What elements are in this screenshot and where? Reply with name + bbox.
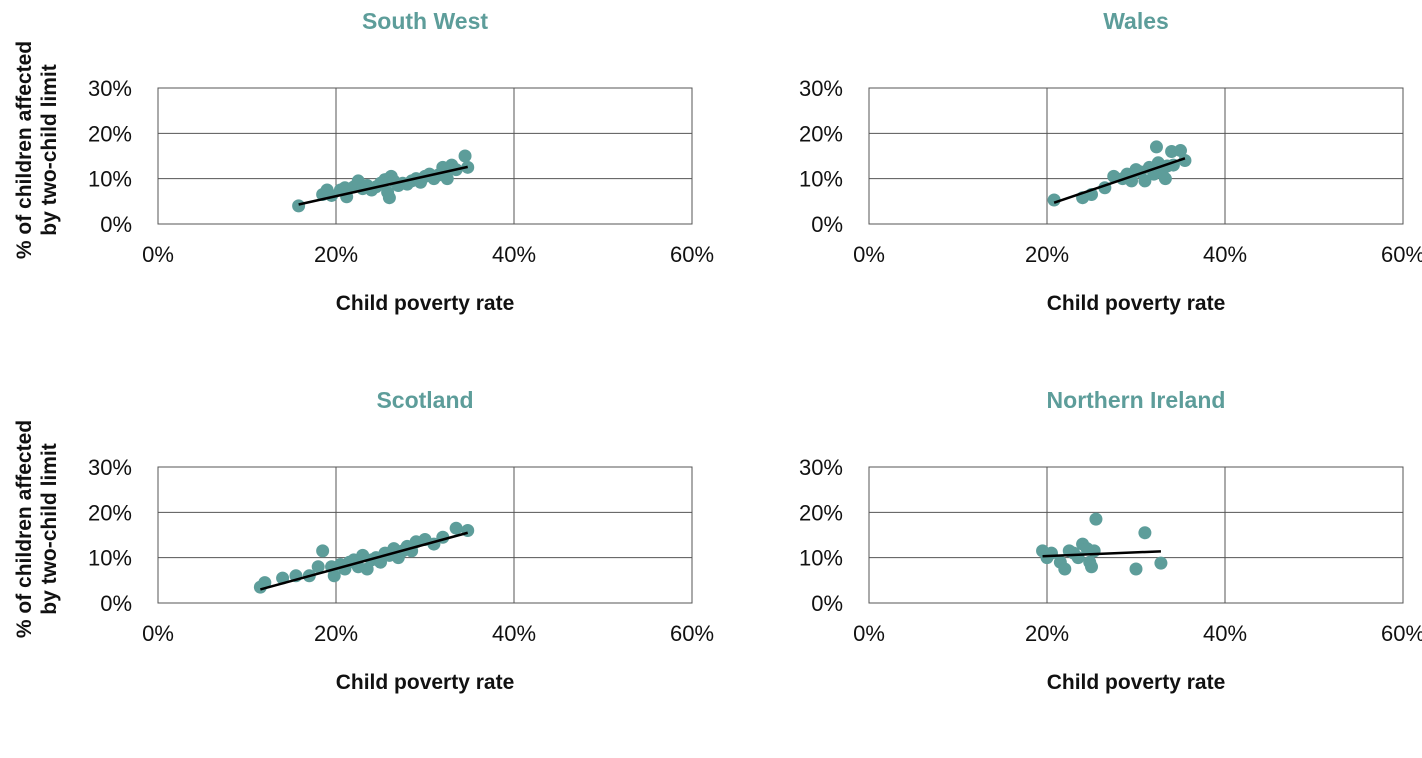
y-tick-label: 30% (88, 76, 132, 101)
trendline (298, 165, 468, 206)
scatter-plot: 0% 10% 20% 30% 0% 20% 40% 60% Child poverty rate (799, 76, 1422, 315)
y-tick-label: 0% (100, 591, 132, 616)
data-point (316, 544, 330, 558)
data-point (1047, 193, 1061, 207)
trendline (1053, 157, 1186, 204)
plot-area (157, 466, 693, 604)
data-point (1138, 174, 1152, 188)
x-tick-label: 60% (670, 621, 714, 646)
x-tick-label: 60% (1381, 621, 1422, 646)
y-tick-label: 30% (799, 455, 843, 480)
y-tick-label: 20% (799, 500, 843, 525)
x-tick-label: 20% (1025, 621, 1069, 646)
x-tick-label: 20% (314, 242, 358, 267)
chart-panel-wales: Wales 0% 10% 20% 30% 0% 20% 40% 60% Child poverty… (711, 0, 1422, 379)
data-point (1138, 526, 1152, 540)
data-point (258, 576, 272, 590)
y-tick-label: 10% (88, 167, 132, 192)
data-point (1089, 512, 1103, 526)
data-point (440, 172, 454, 186)
x-axis-label: Child poverty rate (336, 671, 515, 694)
chart-title: Scotland (376, 387, 474, 413)
chart-title: Northern Ireland (1046, 387, 1226, 413)
data-point (382, 191, 396, 205)
x-tick-label: 40% (492, 621, 536, 646)
data-point (1129, 562, 1143, 576)
data-point (1174, 144, 1187, 158)
x-tick-label: 20% (1025, 242, 1069, 267)
y-tick-label: 30% (799, 76, 843, 101)
y-tick-label: 0% (811, 591, 843, 616)
chart-title: South West (361, 8, 489, 34)
data-point (1154, 556, 1168, 570)
chart-panel-scotland: Scotland% of children affected by two-chi… (0, 379, 714, 758)
y-tick-label: 20% (88, 500, 132, 525)
x-tick-label: 0% (853, 621, 885, 646)
y-tick-label: 0% (100, 212, 132, 237)
data-point (327, 569, 341, 583)
x-axis-label: Child poverty rate (336, 292, 515, 315)
data-point (458, 149, 472, 163)
x-tick-label: 20% (314, 621, 358, 646)
data-point (292, 199, 306, 213)
y-tick-label: 10% (799, 546, 843, 571)
chart-panel-south-west: South West% of children affected by two-c… (0, 0, 714, 379)
scatter-plot: 0% 10% 20% 30% 0% 20% 40% 60% Child poverty rate (799, 455, 1422, 694)
x-tick-label: 60% (1381, 242, 1422, 267)
scatter-plot: 0% 10% 20% 30% 0% 20% 40% 60% Child poverty rate (88, 76, 714, 315)
plot-area (868, 466, 1404, 604)
data-point (311, 560, 325, 574)
trendline (260, 531, 469, 591)
data-point (1085, 560, 1098, 574)
x-axis-label: Child poverty rate (1047, 671, 1226, 694)
chart-panel-northern-ireland: Northern Ireland 0% 10% 20% 30% 0% 20% 40% 60% Ch… (711, 379, 1422, 758)
y-tick-label: 10% (799, 167, 843, 192)
x-axis-label: Child poverty rate (1047, 292, 1226, 315)
data-point (449, 521, 463, 535)
trendline (1042, 550, 1161, 558)
x-tick-label: 0% (142, 242, 174, 267)
plot-area (157, 87, 693, 225)
y-tick-label: 20% (88, 121, 132, 146)
scatter-plot: 0% 10% 20% 30% 0% 20% 40% 60% Child poverty rate (88, 455, 714, 694)
y-tick-label: 0% (811, 212, 843, 237)
x-tick-label: 40% (1203, 621, 1247, 646)
x-tick-label: 0% (853, 242, 885, 267)
x-tick-label: 40% (1203, 242, 1247, 267)
data-point (1149, 140, 1163, 154)
plot-area (868, 87, 1404, 225)
x-tick-label: 60% (670, 242, 714, 267)
data-point (1058, 562, 1072, 576)
data-point (1158, 172, 1172, 186)
x-tick-label: 40% (492, 242, 536, 267)
x-tick-label: 0% (142, 621, 174, 646)
y-tick-label: 10% (88, 546, 132, 571)
data-point (1178, 154, 1192, 168)
y-tick-label: 30% (88, 455, 132, 480)
y-tick-label: 20% (799, 121, 843, 146)
chart-title: Wales (1103, 8, 1169, 34)
